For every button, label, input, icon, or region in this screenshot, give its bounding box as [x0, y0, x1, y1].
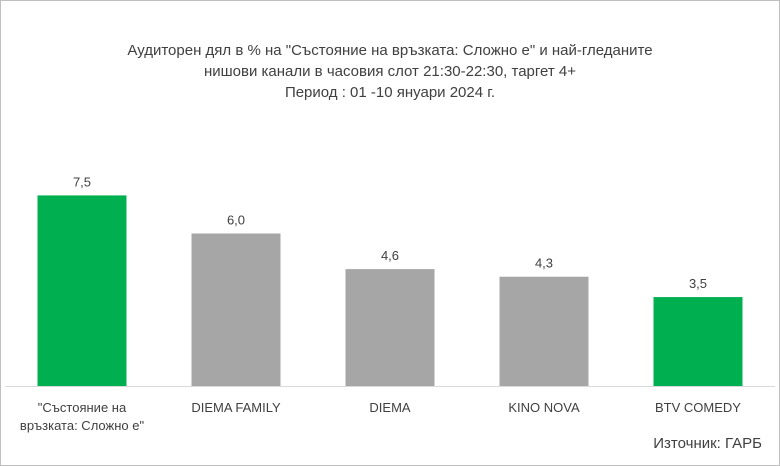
chart-title-line-1: Аудиторен дял в % на "Състояние на връзк… — [127, 42, 653, 59]
data-label-0: 7,5 — [73, 174, 91, 189]
data-label-2: 4,6 — [381, 248, 399, 263]
source-note: Източник: ГАРБ — [653, 435, 762, 452]
bar-1 — [191, 233, 281, 386]
category-label-3: KINO NOVA — [508, 400, 580, 415]
category-label-0-line-1: връзката: Сложно е" — [20, 418, 145, 433]
data-label-3: 4,3 — [535, 256, 553, 271]
bar-0 — [37, 195, 127, 386]
bar-4 — [653, 297, 743, 386]
bar-2 — [345, 269, 435, 386]
category-label-1: DIEMA FAMILY — [191, 400, 281, 415]
category-label-0-line-0: "Състояние на — [38, 400, 127, 415]
chart-title: Аудиторен дял в % на "Състояние на връзк… — [0, 40, 780, 103]
data-label-1: 6,0 — [227, 213, 245, 228]
category-label-2: DIEMA — [369, 400, 411, 415]
bar-3 — [499, 276, 589, 386]
chart-title-line-2: нишови канали в часовия слот 21:30-22:30… — [203, 63, 577, 80]
chart-title-line-3: Период : 01 -10 януари 2024 г. — [284, 84, 496, 101]
data-label-4: 3,5 — [689, 276, 707, 291]
category-label-4: BTV COMEDY — [655, 400, 741, 415]
